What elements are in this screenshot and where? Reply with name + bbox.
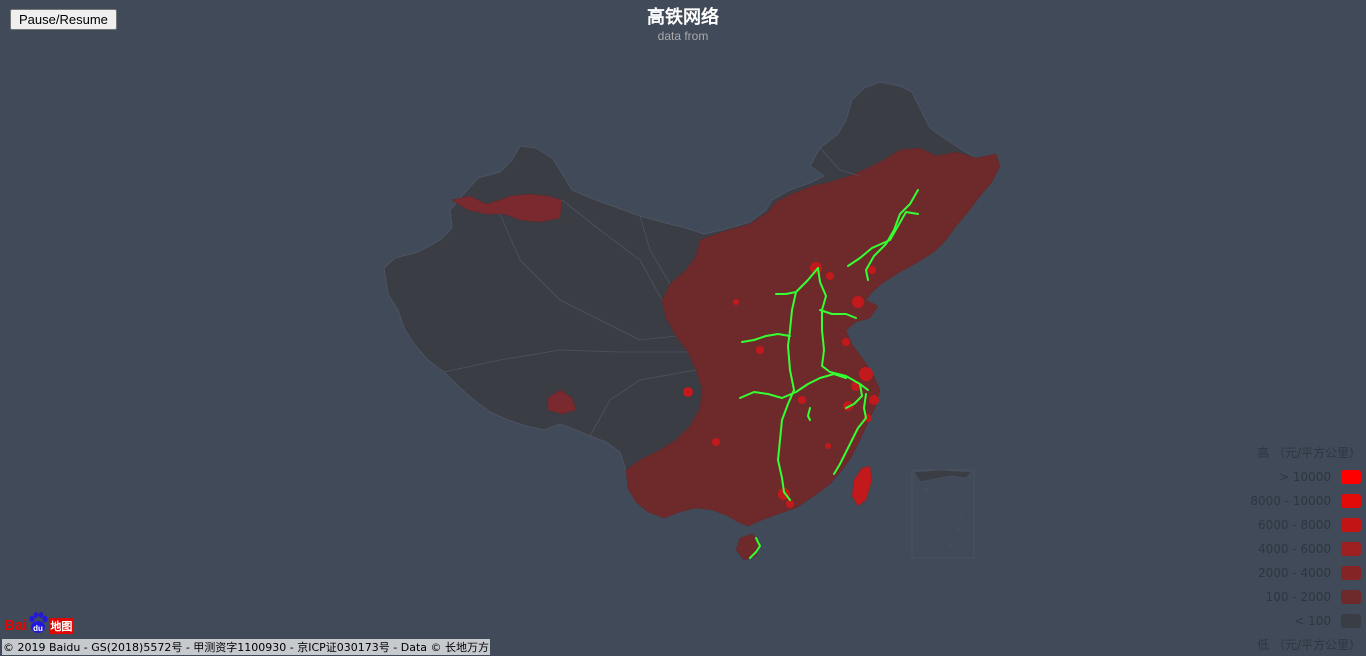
railway-line-jingha <box>865 189 919 281</box>
legend-header-bottom: 低 （元/平方公里） <box>1257 636 1361 653</box>
railway-line-huhan <box>739 373 847 399</box>
legend-item-swatch <box>1341 518 1361 532</box>
legend-item-label: 4000 - 6000 <box>1257 542 1331 556</box>
legend-item-swatch <box>1341 494 1361 508</box>
baidu-paw-icon: du <box>29 612 48 633</box>
inset-coastline <box>913 469 973 483</box>
legend-unit-bottom: （元/平方公里） <box>1272 638 1361 652</box>
map-subtitle: data from <box>657 29 709 43</box>
legend-item-label: < 100 <box>1294 614 1331 628</box>
legend-item-swatch <box>1341 470 1361 484</box>
density-region-east <box>625 147 1001 527</box>
legend-item-swatch <box>1341 590 1361 604</box>
legend-low-label: 低 <box>1257 638 1270 652</box>
legend-header-top: 高 （元/平方公里） <box>1257 444 1361 461</box>
legend-unit-top: （元/平方公里） <box>1272 446 1361 460</box>
taiwan-island <box>851 465 873 507</box>
railway-line-dalian <box>847 211 919 267</box>
railway-line-hainan <box>749 537 761 559</box>
railway-line-xulan <box>741 333 791 343</box>
railway-line-changsha <box>807 407 811 421</box>
legend-item[interactable]: 8000 - 10000 <box>1250 493 1361 509</box>
inset-islands <box>924 488 963 546</box>
pause-resume-button[interactable]: Pause/Resume <box>10 9 117 30</box>
legend-item-label: > 10000 <box>1278 470 1331 484</box>
legend-item-label: 8000 - 10000 <box>1250 494 1331 508</box>
logo-text-bai: Bai <box>4 617 28 634</box>
railway-lines <box>739 189 919 559</box>
logo-text-du: du <box>33 624 43 633</box>
density-region-tibet <box>547 389 577 415</box>
railway-line-jingguang <box>777 267 819 501</box>
logo-text-ditu: 地图 <box>49 618 74 634</box>
legend-item-label: 100 - 2000 <box>1265 590 1331 604</box>
south-china-sea-inset <box>911 469 975 559</box>
baidu-map-logo[interactable]: Bai du 地图 <box>4 606 74 634</box>
map-title: 高铁网络 <box>647 7 719 28</box>
map-copyright: © 2019 Baidu - GS(2018)5572号 - 甲测资字11009… <box>2 639 491 655</box>
legend-item-swatch <box>1341 614 1361 628</box>
legend-item[interactable]: 6000 - 8000 <box>1258 517 1361 533</box>
legend-item-swatch <box>1341 566 1361 580</box>
legend-item-label: 6000 - 8000 <box>1257 518 1331 532</box>
railway-line-shitai <box>775 291 797 295</box>
legend-item-label: 2000 - 4000 <box>1257 566 1331 580</box>
legend-item[interactable]: 4000 - 6000 <box>1258 541 1361 557</box>
legend-item[interactable]: 2000 - 4000 <box>1258 565 1361 581</box>
legend-item-swatch <box>1341 542 1361 556</box>
province-borders <box>443 147 861 437</box>
legend-item[interactable]: > 10000 <box>1279 469 1361 485</box>
railway-line-jinghu <box>817 267 869 391</box>
legend-item[interactable]: 100 - 2000 <box>1266 589 1361 605</box>
legend-high-label: 高 <box>1257 446 1270 460</box>
railway-line-jiaoji <box>819 309 857 319</box>
railway-line-coastal <box>833 393 867 475</box>
legend-item[interactable]: < 100 <box>1294 613 1361 629</box>
railway-line-huhang <box>845 383 863 409</box>
city-highlights <box>683 262 879 508</box>
